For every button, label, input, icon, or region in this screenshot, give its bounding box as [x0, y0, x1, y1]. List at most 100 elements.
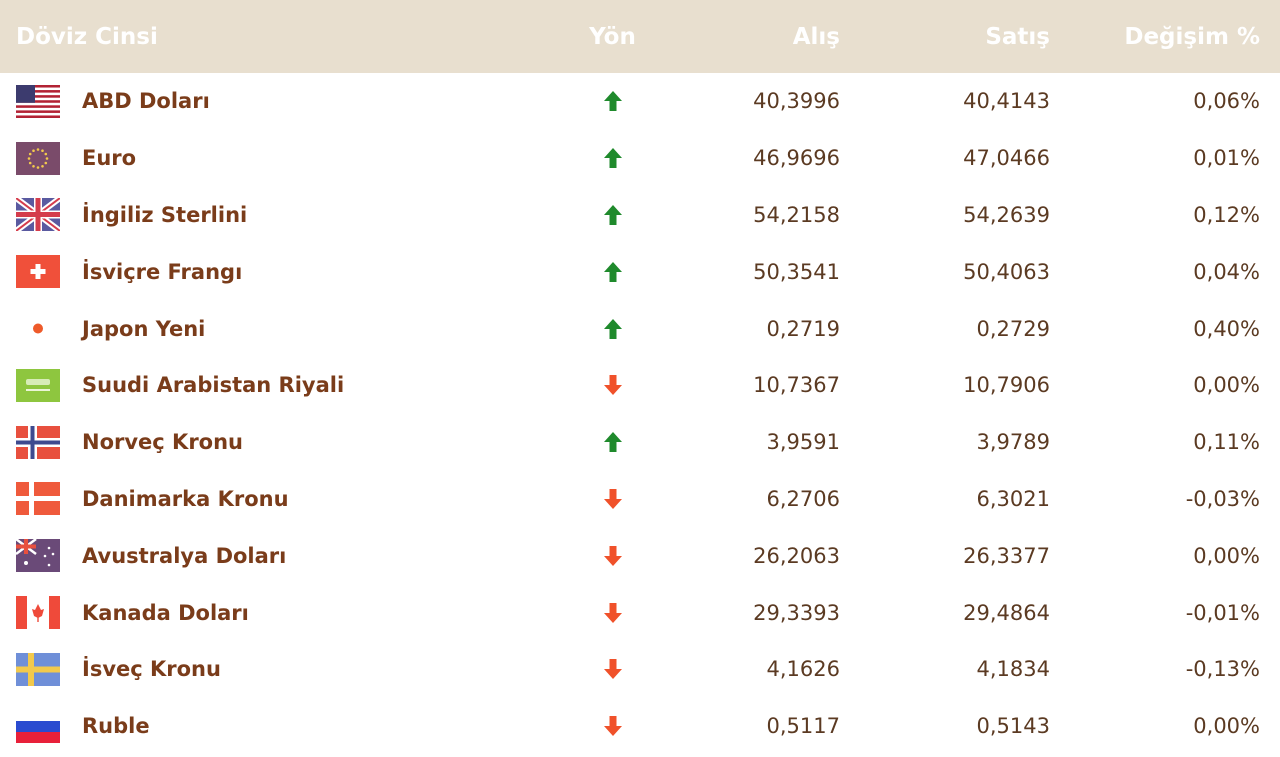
currency-name: Euro: [82, 146, 137, 171]
currency-cell: Euro: [0, 141, 545, 175]
buy-value: 46,9696: [753, 146, 840, 171]
currency-cell: Kanada Doları: [0, 596, 545, 630]
sell-value: 54,2639: [963, 202, 1050, 227]
arrow-up-icon: [603, 431, 623, 453]
table-header: Döviz Cinsi Yön Alış Satış Değişim %: [0, 0, 1280, 73]
direction-cell: [545, 602, 680, 624]
ca-flag-icon: [16, 596, 60, 630]
sell-value: 6,3021: [976, 486, 1050, 511]
currency-cell: Norveç Kronu: [0, 425, 545, 459]
currency-name: İsveç Kronu: [82, 657, 221, 682]
table-row[interactable]: Japon Yeni 0,2719 0,2729 0,40%: [0, 300, 1280, 357]
direction-cell: [545, 318, 680, 340]
buy-value: 10,7367: [753, 373, 840, 398]
currency-cell: Suudi Arabistan Riyali: [0, 368, 545, 402]
direction-cell: [545, 90, 680, 112]
currency-name: Danimarka Kronu: [82, 486, 289, 511]
uk-flag-icon: [16, 198, 60, 232]
table-row[interactable]: Ruble 0,5117 0,5143 0,00%: [0, 698, 1280, 755]
direction-cell: [545, 374, 680, 396]
currency-name: Kanada Doları: [82, 600, 249, 625]
currency-name: Ruble: [82, 714, 150, 739]
change-column-header[interactable]: Değişim %: [1124, 23, 1260, 50]
currency-cell: İsviçre Frangı: [0, 255, 545, 289]
arrow-down-icon: [603, 715, 623, 737]
buy-value: 0,5117: [766, 714, 840, 739]
direction-column-header[interactable]: Yön: [589, 23, 636, 50]
sell-value: 47,0466: [963, 146, 1050, 171]
au-flag-icon: [16, 539, 60, 573]
currency-column-header[interactable]: Döviz Cinsi: [16, 23, 158, 50]
sell-column-header[interactable]: Satış: [985, 23, 1050, 50]
change-value: -0,03%: [1185, 486, 1260, 511]
change-value: -0,01%: [1185, 600, 1260, 625]
table-row[interactable]: Kanada Doları 29,3393 29,4864 -0,01%: [0, 584, 1280, 641]
eu-flag-icon: [16, 141, 60, 175]
table-body: ABD Doları 40,3996 40,4143 0,06% Euro 46…: [0, 73, 1280, 755]
buy-value: 40,3996: [753, 89, 840, 114]
currency-name: Suudi Arabistan Riyali: [82, 373, 345, 398]
sell-value: 29,4864: [963, 600, 1050, 625]
table-row[interactable]: Avustralya Doları 26,2063 26,3377 0,00%: [0, 527, 1280, 584]
table-row[interactable]: Suudi Arabistan Riyali 10,7367 10,7906 0…: [0, 357, 1280, 414]
buy-value: 50,3541: [753, 259, 840, 284]
direction-cell: [545, 261, 680, 283]
change-value: 0,04%: [1193, 259, 1260, 284]
arrow-up-icon: [603, 261, 623, 283]
ru-flag-icon: [16, 709, 60, 743]
buy-value: 0,2719: [766, 316, 840, 341]
table-row[interactable]: Danimarka Kronu 6,2706 6,3021 -0,03%: [0, 471, 1280, 528]
arrow-up-icon: [603, 90, 623, 112]
table-row[interactable]: İsveç Kronu 4,1626 4,1834 -0,13%: [0, 641, 1280, 698]
currency-name: Japon Yeni: [82, 316, 206, 341]
table-row[interactable]: İngiliz Sterlini 54,2158 54,2639 0,12%: [0, 187, 1280, 244]
direction-cell: [545, 488, 680, 510]
currency-cell: ABD Doları: [0, 84, 545, 118]
dk-flag-icon: [16, 482, 60, 516]
sell-value: 3,9789: [976, 430, 1050, 455]
currency-name: İngiliz Sterlini: [82, 202, 248, 227]
currency-name: İsviçre Frangı: [82, 259, 243, 284]
currency-name: Norveç Kronu: [82, 430, 244, 455]
sell-value: 50,4063: [963, 259, 1050, 284]
arrow-down-icon: [603, 545, 623, 567]
change-value: 0,40%: [1193, 316, 1260, 341]
buy-value: 26,2063: [753, 543, 840, 568]
se-flag-icon: [16, 652, 60, 686]
buy-value: 29,3393: [753, 600, 840, 625]
direction-cell: [545, 658, 680, 680]
table-row[interactable]: Euro 46,9696 47,0466 0,01%: [0, 130, 1280, 187]
table-row[interactable]: İsviçre Frangı 50,3541 50,4063 0,04%: [0, 243, 1280, 300]
ch-flag-icon: [16, 255, 60, 289]
arrow-down-icon: [603, 602, 623, 624]
arrow-down-icon: [603, 658, 623, 680]
jp-flag-icon: [16, 312, 60, 346]
sell-value: 0,2729: [976, 316, 1050, 341]
arrow-down-icon: [603, 374, 623, 396]
direction-cell: [545, 715, 680, 737]
sa-flag-icon: [16, 368, 60, 402]
currency-cell: Japon Yeni: [0, 312, 545, 346]
currency-cell: Ruble: [0, 709, 545, 743]
change-value: 0,01%: [1193, 146, 1260, 171]
arrow-up-icon: [603, 204, 623, 226]
currency-name: Avustralya Doları: [82, 543, 287, 568]
currency-cell: Danimarka Kronu: [0, 482, 545, 516]
buy-value: 6,2706: [766, 486, 840, 511]
table-row[interactable]: ABD Doları 40,3996 40,4143 0,06%: [0, 73, 1280, 130]
direction-cell: [545, 545, 680, 567]
buy-value: 4,1626: [766, 657, 840, 682]
change-value: 0,00%: [1193, 714, 1260, 739]
currency-cell: İngiliz Sterlini: [0, 198, 545, 232]
sell-value: 10,7906: [963, 373, 1050, 398]
buy-value: 54,2158: [753, 202, 840, 227]
currency-name: ABD Doları: [82, 89, 210, 114]
no-flag-icon: [16, 425, 60, 459]
buy-column-header[interactable]: Alış: [792, 23, 840, 50]
currency-cell: İsveç Kronu: [0, 652, 545, 686]
sell-value: 40,4143: [963, 89, 1050, 114]
sell-value: 26,3377: [963, 543, 1050, 568]
table-row[interactable]: Norveç Kronu 3,9591 3,9789 0,11%: [0, 414, 1280, 471]
buy-value: 3,9591: [766, 430, 840, 455]
